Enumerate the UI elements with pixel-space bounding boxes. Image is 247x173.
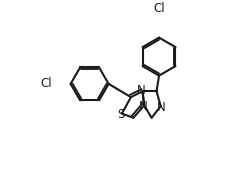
Text: N: N <box>139 100 147 113</box>
Text: S: S <box>117 108 124 121</box>
Text: Cl: Cl <box>40 77 52 90</box>
Text: Cl: Cl <box>153 2 165 15</box>
Text: N: N <box>137 84 145 97</box>
Text: N: N <box>157 101 165 114</box>
